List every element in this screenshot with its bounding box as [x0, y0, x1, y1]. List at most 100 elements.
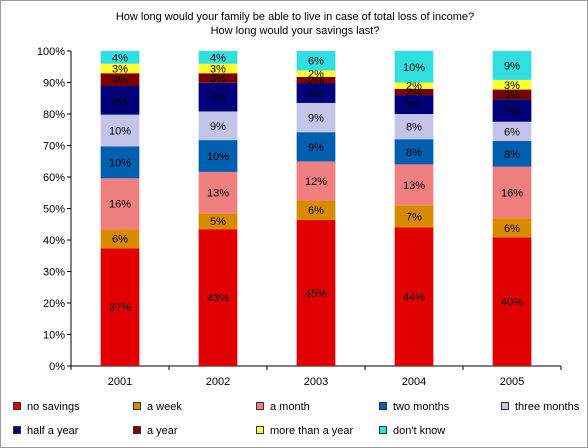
data-label: 3%	[504, 89, 520, 101]
y-tick-label: 90%	[43, 78, 65, 90]
bar-segment	[100, 146, 140, 179]
bar-segment	[394, 82, 434, 89]
data-label: 7%	[406, 211, 422, 223]
legend-item: two months	[379, 401, 449, 413]
legend-label: don't know	[393, 425, 446, 437]
data-label: 6%	[308, 205, 324, 217]
legend-item: don't know	[379, 425, 445, 437]
bar-segment	[492, 89, 532, 100]
data-label: 45%	[305, 288, 327, 300]
data-label: 6%	[504, 223, 520, 235]
legend-swatch	[133, 402, 141, 411]
data-label: 10%	[109, 157, 131, 169]
bar-segment	[394, 139, 434, 165]
data-label: 8%	[406, 147, 422, 159]
bar-segment	[394, 164, 434, 206]
legend-swatch	[379, 402, 387, 411]
x-tick-label: 2002	[206, 376, 230, 388]
bar-segment	[198, 63, 238, 74]
data-label: 4%	[112, 52, 128, 64]
chart-subtitle: How long would your savings last?	[210, 25, 380, 37]
legend-item: a week	[133, 401, 182, 413]
legend-swatch	[501, 402, 509, 411]
bar-segment	[394, 205, 434, 228]
data-label: 3%	[210, 64, 226, 76]
bar-segment	[296, 76, 336, 84]
bar-segment	[296, 102, 336, 133]
legend-swatch	[379, 426, 387, 435]
data-label: 2%	[308, 69, 324, 81]
legend-item: three months	[501, 401, 579, 413]
bar-segment	[492, 51, 532, 80]
bar-segment	[492, 237, 532, 366]
y-tick-label: 80%	[43, 109, 65, 121]
bar-segment	[492, 121, 532, 141]
data-label: 13%	[403, 180, 425, 192]
legend-label: half a year	[27, 425, 79, 437]
data-label: 16%	[501, 187, 523, 199]
legend-item: no savings	[13, 401, 80, 413]
legend-swatch	[256, 426, 264, 435]
data-label: 6%	[308, 88, 324, 100]
y-tick-label: 10%	[43, 330, 65, 342]
bar-segment	[296, 161, 336, 201]
data-label: 16%	[109, 199, 131, 211]
data-label: 6%	[112, 234, 128, 246]
data-label: 6%	[308, 56, 324, 68]
bar-segment	[296, 200, 336, 220]
bar-segment	[198, 82, 238, 112]
bar-segment	[296, 132, 336, 162]
bar-segment	[198, 51, 238, 64]
bar-segment	[296, 51, 336, 71]
x-tick-label: 2003	[304, 376, 328, 388]
data-label: 2%	[308, 75, 324, 87]
data-label: 4%	[112, 75, 128, 87]
data-label: 7%	[504, 105, 520, 117]
legend-label: a month	[270, 401, 310, 413]
bar-segment	[100, 51, 140, 64]
data-label: 10%	[207, 151, 229, 163]
data-label: 2%	[406, 87, 422, 99]
bar-segment	[198, 140, 238, 172]
legend-label: a year	[147, 425, 178, 437]
legend-swatch	[13, 426, 21, 435]
data-label: 12%	[305, 176, 327, 188]
bar-segment	[394, 88, 434, 96]
bar-segment	[492, 166, 532, 219]
data-label: 9%	[210, 92, 226, 104]
y-tick-label: 70%	[43, 141, 65, 153]
bar-segment	[100, 178, 140, 230]
legend: no savings a week a month two months three m…	[1, 397, 588, 447]
bar-segment	[198, 229, 238, 366]
data-label: 9%	[308, 142, 324, 154]
bar-segment	[394, 51, 434, 83]
data-label: 3%	[210, 73, 226, 85]
bar-segment	[100, 73, 140, 86]
data-label: 43%	[207, 293, 229, 305]
data-label: 3%	[112, 64, 128, 76]
bar-segment	[394, 114, 434, 140]
bar-segment	[198, 213, 238, 230]
legend-label: more than a year	[270, 425, 354, 437]
data-label: 3%	[504, 80, 520, 92]
bar-segment	[198, 171, 238, 214]
legend-label: no savings	[27, 401, 80, 413]
data-label: 4%	[210, 52, 226, 64]
data-label: 8%	[504, 149, 520, 161]
data-label: 6%	[504, 126, 520, 138]
bar-segment	[100, 114, 140, 147]
legend-swatch	[133, 426, 141, 435]
data-label: 6%	[406, 100, 422, 112]
y-tick-label: 20%	[43, 298, 65, 310]
data-label: 8%	[406, 122, 422, 134]
legend-swatch	[13, 402, 21, 411]
x-tick-label: 2001	[108, 376, 132, 388]
x-tick-label: 2004	[402, 376, 426, 388]
bar-segment	[296, 83, 336, 103]
bar-segment	[492, 99, 532, 122]
bar-segment	[296, 70, 336, 77]
bar-segment	[492, 218, 532, 238]
data-label: 13%	[207, 188, 229, 200]
chart-title: How long would your family be able to li…	[115, 11, 475, 23]
